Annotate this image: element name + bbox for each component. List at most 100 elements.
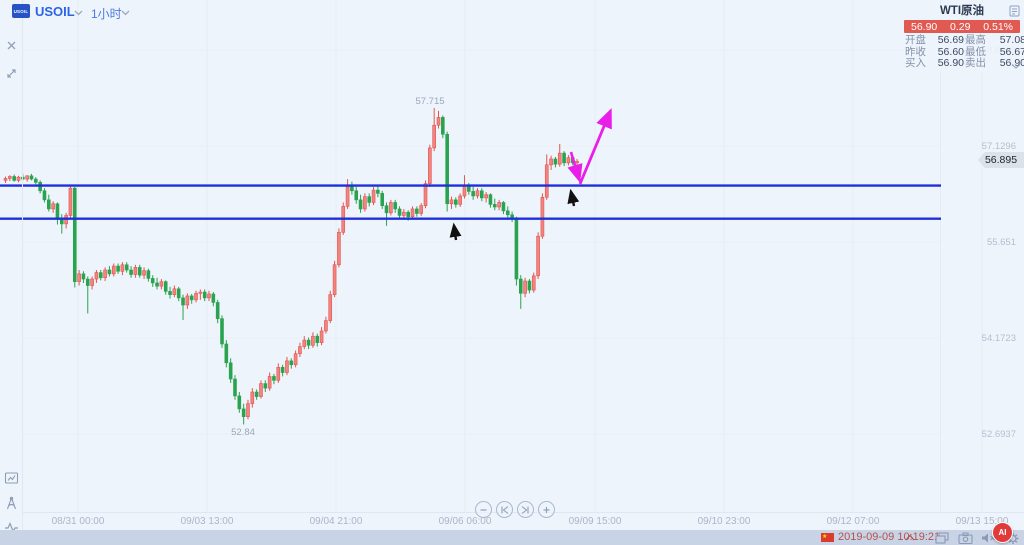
candle-body: [68, 187, 73, 216]
quote-field-label: 开盘: [905, 34, 926, 46]
candle-body: [172, 288, 177, 295]
quote-field-label: 最高: [965, 34, 986, 46]
candle-body: [163, 281, 168, 292]
zoom-out-button[interactable]: [475, 501, 492, 518]
candle-body: [254, 391, 259, 397]
chevron-down-icon[interactable]: [121, 10, 130, 16]
pan-right-button[interactable]: [517, 501, 534, 518]
magenta-down-arrow[interactable]: [567, 151, 583, 183]
candle-body: [549, 158, 553, 166]
candle-body: [150, 278, 155, 284]
candle-body: [540, 196, 545, 237]
candle-body: [514, 218, 519, 280]
candle-body: [224, 343, 229, 364]
candle-body: [85, 278, 90, 286]
candle-body: [81, 273, 86, 280]
pulse-line-icon[interactable]: [4, 520, 19, 535]
candle-body: [419, 205, 423, 214]
chevron-down-icon[interactable]: [74, 10, 83, 16]
candle-body: [72, 187, 77, 282]
candle-body: [142, 270, 146, 276]
candle-body: [445, 133, 449, 205]
symbol-selector[interactable]: USOIL: [35, 4, 75, 19]
pan-left-button[interactable]: [496, 501, 513, 518]
status-bar: ★ 2019-09-09 10:19:21 AI: [0, 522, 1024, 545]
indicator-panel-icon[interactable]: [4, 471, 19, 486]
candle-body: [202, 291, 207, 299]
expand-icon[interactable]: [4, 66, 19, 81]
candle-body: [376, 189, 380, 194]
time-axis-label: 09/09 15:00: [568, 516, 622, 527]
candle-body: [441, 117, 445, 135]
candle-body: [280, 367, 285, 373]
window-icon[interactable]: [935, 532, 950, 544]
candle-body: [176, 288, 181, 299]
price-change-pct: 0.51%: [983, 20, 1013, 33]
candle-body: [315, 335, 320, 343]
magenta-up-arrow[interactable]: [578, 108, 612, 185]
candle-body: [350, 186, 354, 192]
candle-body: [237, 395, 242, 410]
candle-body: [159, 281, 164, 287]
candle-body: [324, 320, 328, 332]
black-up-arrow-shaft: [567, 188, 580, 207]
candle-body: [575, 160, 579, 164]
quote-field-label: 买入: [905, 57, 926, 69]
price-axis-label: 54.1723: [981, 332, 1016, 344]
candle-body: [402, 211, 406, 216]
candle-body: [527, 280, 532, 291]
candle-body: [94, 272, 99, 280]
candle-body: [319, 330, 324, 343]
swing-high-label: 57.715: [415, 96, 445, 107]
black-up-arrow[interactable]: [449, 222, 462, 241]
candle-body: [59, 219, 64, 225]
quote-field-value: 56.60: [937, 45, 964, 58]
candle-body: [8, 176, 12, 179]
black-up-arrow[interactable]: [567, 188, 580, 207]
candle-body: [120, 264, 125, 272]
close-icon[interactable]: [4, 38, 19, 53]
candle-body: [98, 272, 103, 279]
server-timestamp: 2019-09-09 10:19:21: [838, 531, 941, 543]
candle-body: [103, 269, 107, 279]
candle-body: [531, 275, 536, 291]
candle-body: [215, 302, 220, 319]
candle-body: [371, 189, 376, 203]
candle-body: [129, 269, 133, 275]
zoom-in-button[interactable]: [538, 501, 555, 518]
candle-body: [449, 199, 454, 205]
quote-field-value: 56.90: [937, 57, 964, 69]
candle-body: [415, 208, 419, 214]
candle-body: [185, 295, 190, 306]
candle-body: [228, 362, 233, 380]
drawing-toolbar: [0, 0, 23, 533]
candle-body: [34, 178, 38, 183]
candle-body: [250, 391, 255, 405]
timeframe-selector[interactable]: 1小时: [91, 7, 122, 21]
assistant-badge[interactable]: AI: [992, 522, 1013, 543]
chevron-down-icon[interactable]: [1011, 63, 1021, 70]
quote-field-label: 卖出: [965, 57, 986, 69]
candle-body: [410, 208, 415, 218]
quote-detail-rows: 开盘 56.69 最高 57.08 昨收 56.60 最低 56.67 买入 56.90 卖出 56.…: [902, 34, 1024, 70]
quote-field-value: 56.67: [999, 45, 1024, 58]
chevron-up-icon[interactable]: [905, 532, 915, 544]
candle-body: [146, 270, 151, 279]
quote-field-value: 56.90: [999, 57, 1024, 69]
drawing-compass-icon[interactable]: [4, 496, 19, 511]
candle-body: [566, 157, 571, 164]
price-axis-label: 57.1296: [981, 141, 1016, 152]
document-icon[interactable]: [1009, 5, 1020, 17]
candle-body: [536, 235, 540, 277]
candle-body: [241, 408, 246, 417]
candle-body: [124, 264, 129, 271]
camera-icon[interactable]: [958, 532, 973, 544]
quote-field-label: 最低: [965, 45, 986, 58]
candle-body: [16, 176, 21, 181]
candle-body: [298, 346, 302, 355]
quote-field-value: 57.08: [999, 34, 1024, 46]
candle-body: [523, 280, 527, 294]
candle-body: [25, 175, 29, 180]
